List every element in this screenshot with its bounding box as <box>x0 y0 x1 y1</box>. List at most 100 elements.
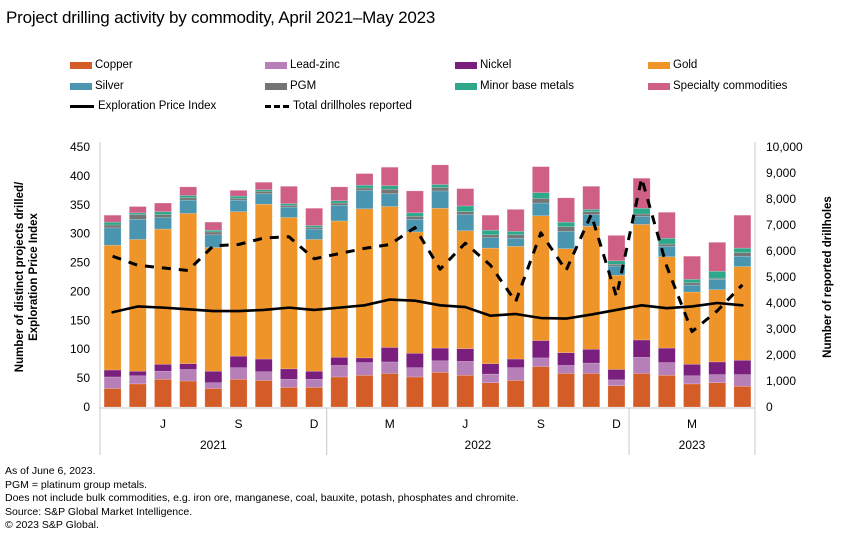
y-axis-title: Number of distinct projects drilled/Expl… <box>14 181 40 372</box>
bar-segment-nickel <box>280 368 298 380</box>
y2-tick-label: 6,000 <box>766 244 796 258</box>
bar-segment-lead-zinc <box>305 379 323 388</box>
bar-segment-gold <box>632 224 651 341</box>
bar-segment-copper <box>658 374 676 408</box>
y-tick-label: 50 <box>77 371 91 385</box>
bar-segment-minor-base-metals <box>431 184 449 188</box>
bar-segment-specialty-commodities <box>229 190 248 197</box>
bar-segment-minor-base-metals <box>632 207 651 215</box>
year-label: 2021 <box>200 438 227 452</box>
bar-segment-pgm <box>204 231 223 236</box>
legend-item: PGM <box>265 80 316 92</box>
bar-segment-silver <box>154 217 172 230</box>
y-tick-label: 350 <box>70 198 90 212</box>
x-tick-label: J <box>462 417 468 431</box>
bar-segment-lead-zinc <box>204 382 223 389</box>
bar-segment-nickel <box>708 361 726 375</box>
bar-segment-gold <box>481 247 500 364</box>
bar-segment-nickel <box>582 348 600 364</box>
legend-item: Minor base metals <box>455 80 574 92</box>
x-tick-label: D <box>310 417 319 431</box>
bar-segment-pgm <box>456 211 475 215</box>
bar-segment-gold <box>431 207 449 349</box>
bar-segment-lead-zinc <box>179 369 197 382</box>
legend-item: Nickel <box>455 59 511 71</box>
x-tick-label: S <box>235 417 243 431</box>
bar-segment-copper <box>305 387 323 408</box>
bar-segment-specialty-commodities <box>280 186 298 204</box>
bar-segment-pgm <box>582 211 600 215</box>
bar-segment-minor-base-metals <box>154 211 172 215</box>
bar-segment-lead-zinc <box>103 376 122 389</box>
bar-segment-specialty-commodities <box>103 214 122 223</box>
chart-plot: 0 50 100 150 200 250 300 350 400 450 0 1,000 2,000 3,… <box>14 140 834 455</box>
bar-segment-silver <box>380 193 399 207</box>
bar-segment-specialty-commodities <box>557 197 575 223</box>
y2-tick-label: 9,000 <box>766 166 796 180</box>
y-tick-label: 100 <box>70 342 90 356</box>
bar-segment-minor-base-metals <box>305 225 323 228</box>
bar-segment-specialty-commodities <box>481 214 500 231</box>
legend-label: Nickel <box>480 59 512 71</box>
bar-segment-gold <box>506 246 525 360</box>
bar-segment-copper <box>506 380 525 408</box>
bar-segment-minor-base-metals <box>330 200 349 204</box>
bar-segment-silver <box>129 218 147 240</box>
bar-segment-copper <box>129 383 147 408</box>
bar-segment-pgm <box>406 216 424 220</box>
bar-segment-lead-zinc <box>733 374 752 387</box>
bar-segment-minor-base-metals <box>406 212 424 217</box>
y2-tick-label: 10,000 <box>766 140 803 154</box>
bar-segment-lead-zinc <box>557 365 575 374</box>
bar-segment-pgm <box>154 214 172 218</box>
bar-segment-silver <box>532 202 550 217</box>
bar-segment-specialty-commodities <box>355 173 374 186</box>
bar-segment-nickel <box>129 370 147 377</box>
bar-segment-nickel <box>632 339 651 358</box>
legend-swatch <box>648 61 670 69</box>
bar-segment-copper <box>708 382 726 408</box>
bar-segment-lead-zinc <box>658 362 676 376</box>
bar-segment-nickel <box>154 363 172 372</box>
bar-segment-pgm <box>683 282 701 286</box>
year-label: 2022 <box>465 438 492 452</box>
legend-swatch <box>455 82 477 90</box>
bar-segment-specialty-commodities <box>129 206 147 214</box>
bar-segment-minor-base-metals <box>582 209 600 212</box>
bar-segment-specialty-commodities <box>456 188 475 207</box>
bar-segment-nickel <box>506 358 525 368</box>
bar-segment-copper <box>280 387 298 408</box>
bar-segment-lead-zinc <box>154 370 172 380</box>
bar-segment-specialty-commodities <box>506 209 525 232</box>
x-tick-label: J <box>160 417 166 431</box>
bar-segment-copper <box>456 374 475 408</box>
legend-item: Copper <box>70 59 133 71</box>
bar-segment-copper <box>557 373 575 408</box>
y-tick-label: 400 <box>70 169 90 183</box>
bar-segment-specialty-commodities <box>305 207 323 226</box>
bar-segment-pgm <box>229 198 248 201</box>
bar-segment-nickel <box>406 353 424 368</box>
bar-segment-lead-zinc <box>481 373 500 383</box>
bar-segment-nickel <box>305 370 323 380</box>
bar-segment-minor-base-metals <box>229 195 248 199</box>
footnote-line: Does not include bulk commodities, e.g. … <box>5 492 519 504</box>
bar-segment-gold <box>179 213 197 364</box>
legend-swatch <box>70 61 92 69</box>
bar-segment-silver <box>204 234 223 248</box>
bar-segment-silver <box>506 238 525 247</box>
bar-segment-lead-zinc <box>607 379 626 386</box>
chart-title: Project drilling activity by commodity, … <box>6 8 436 27</box>
bar-segment-nickel <box>255 358 273 373</box>
bar-segment-specialty-commodities <box>154 202 172 212</box>
legend-line-icon <box>70 104 94 108</box>
bar-segment-specialty-commodities <box>658 212 676 239</box>
bar-segment-silver <box>229 199 248 212</box>
bar-segment-nickel <box>229 355 248 368</box>
legend-swatch <box>70 82 92 90</box>
bar-segment-minor-base-metals <box>607 260 626 265</box>
y2-tick-label: 3,000 <box>766 322 796 336</box>
bar-segment-copper <box>632 373 651 408</box>
bar-segment-specialty-commodities <box>179 186 197 196</box>
bar-segment-nickel <box>733 359 752 375</box>
